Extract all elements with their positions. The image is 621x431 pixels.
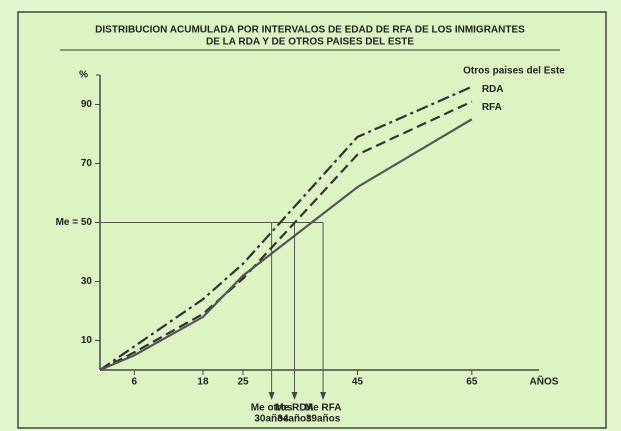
y-tick-label: Me = 50 bbox=[56, 217, 93, 228]
y-tick-label: 30 bbox=[81, 276, 93, 287]
arrow-head bbox=[291, 392, 298, 400]
chart-frame bbox=[17, 11, 607, 429]
legend-label: RFA bbox=[482, 102, 502, 113]
x-tick-label: 65 bbox=[466, 377, 478, 388]
arrow-head bbox=[268, 392, 275, 400]
y-tick-label: 90 bbox=[81, 99, 93, 110]
y-tick-label: 70 bbox=[81, 158, 93, 169]
x-tick-label: 6 bbox=[132, 377, 138, 388]
x-axis-label: AÑOS bbox=[530, 375, 559, 388]
x-tick-label: 25 bbox=[237, 377, 249, 388]
median-label: 34años bbox=[277, 414, 312, 425]
median-label: Me RDA bbox=[275, 403, 313, 414]
legend-label: RDA bbox=[482, 84, 504, 95]
median-label: Me otros bbox=[251, 403, 293, 414]
median-label: 30años bbox=[254, 414, 289, 425]
y-axis-label: % bbox=[79, 70, 88, 81]
chart-title: DISTRIBUCION ACUMULADA POR INTERVALOS DE… bbox=[95, 25, 525, 36]
median-label: 39años bbox=[306, 414, 341, 425]
series-line bbox=[99, 118, 473, 372]
arrow-head bbox=[320, 392, 327, 400]
y-tick-label: 10 bbox=[81, 335, 93, 346]
median-label: Me RFA bbox=[305, 403, 342, 414]
series-line bbox=[99, 85, 473, 371]
legend-label: Otros paises del Este bbox=[463, 65, 565, 76]
chart-title: DE LA RDA Y DE OTROS PAISES DEL ESTE bbox=[206, 37, 414, 48]
x-tick-label: 18 bbox=[197, 377, 209, 388]
x-tick-label: 45 bbox=[352, 377, 364, 388]
